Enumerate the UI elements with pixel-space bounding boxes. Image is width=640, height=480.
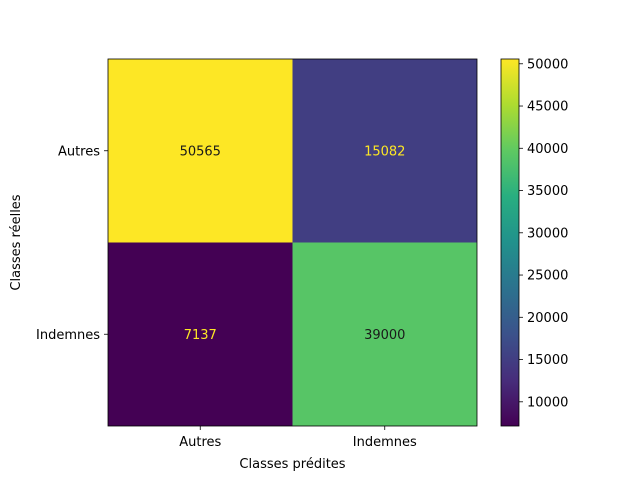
cell-value-label: 15082	[364, 144, 405, 159]
colorbar-tick-label: 25000	[527, 269, 568, 284]
colorbar-tick-label: 40000	[527, 142, 568, 157]
heatmap-cells	[108, 59, 477, 426]
x-tick-label: Indemnes	[353, 435, 417, 450]
y-axis-label: Classes réelles	[9, 194, 24, 290]
y-tick-label: Autres	[58, 144, 100, 159]
colorbar-ticks: 10000 15000 20000 25000 30000 35000 40000 45000…	[519, 57, 568, 410]
colorbar	[500, 58, 520, 427]
heatmap-cell	[292, 59, 477, 243]
heatmap-cell	[292, 242, 477, 426]
cell-value-label: 50565	[180, 144, 221, 159]
heatmap-cell-labels: 50565 15082 7137 39000	[180, 144, 406, 343]
plot-frame	[107, 58, 478, 427]
colorbar-tick-label: 45000	[527, 100, 568, 115]
colorbar-tick-label: 50000	[527, 57, 568, 72]
x-axis-label: Classes prédites	[239, 457, 345, 472]
colorbar-tick-label: 20000	[527, 311, 568, 326]
y-axis-ticks: Autres Indemnes	[36, 144, 108, 343]
colorbar-tick-label: 15000	[527, 353, 568, 368]
x-tick-label: Autres	[179, 435, 221, 450]
heatmap-cell	[108, 242, 293, 426]
x-axis-ticks: Autres Indemnes	[179, 426, 417, 450]
heatmap-cell	[108, 59, 293, 243]
colorbar-tick-label: 10000	[527, 395, 568, 410]
colorbar-tick-label: 35000	[527, 184, 568, 199]
colorbar-tick-label: 30000	[527, 226, 568, 241]
cell-value-label: 7137	[184, 328, 217, 343]
y-tick-label: Indemnes	[36, 328, 100, 343]
cell-value-label: 39000	[364, 328, 405, 343]
